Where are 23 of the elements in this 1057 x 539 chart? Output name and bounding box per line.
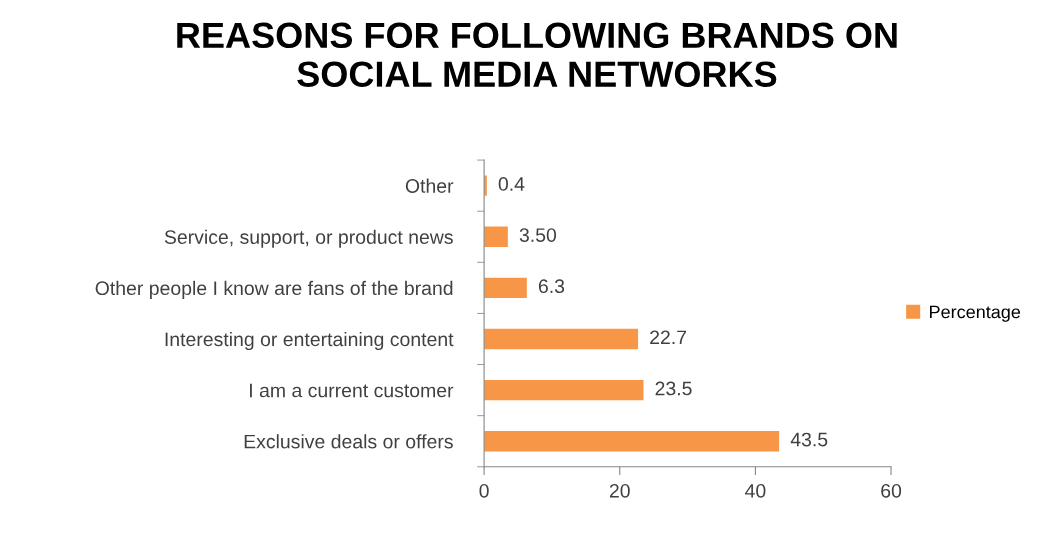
x-tick-label: 60 bbox=[881, 483, 902, 498]
chart-title: REASONS FOR FOLLOWING BRANDS ON SOCIAL MEDIA NETWORKS bbox=[177, 22, 897, 87]
data-label: 43.5 bbox=[790, 432, 828, 447]
y-tick-label: Other bbox=[405, 178, 454, 193]
data-label: 23.5 bbox=[655, 381, 692, 396]
bar bbox=[484, 430, 780, 452]
y-tick-label: Exclusive deals or offers bbox=[244, 434, 453, 449]
bar bbox=[484, 328, 639, 350]
bar bbox=[484, 277, 527, 299]
bar bbox=[484, 379, 644, 401]
y-tick-label: Interesting or entertaining content bbox=[165, 331, 454, 351]
x-tick-label: 0 bbox=[479, 483, 489, 498]
x-tick-label: 20 bbox=[609, 483, 630, 498]
legend-label: Percentage bbox=[930, 305, 1021, 322]
data-label: 0.4 bbox=[498, 177, 525, 191]
y-tick-label: Other people I know are fans of the brand bbox=[95, 280, 453, 299]
data-label: 3.50 bbox=[519, 228, 557, 242]
y-tick-label: I am a current customer bbox=[250, 383, 454, 398]
bar bbox=[484, 226, 508, 247]
x-tick-label: 40 bbox=[745, 483, 766, 498]
data-label: 22.7 bbox=[650, 330, 687, 345]
data-label: 6.3 bbox=[538, 279, 565, 294]
y-tick-label: Service, support, or product news bbox=[164, 229, 453, 248]
